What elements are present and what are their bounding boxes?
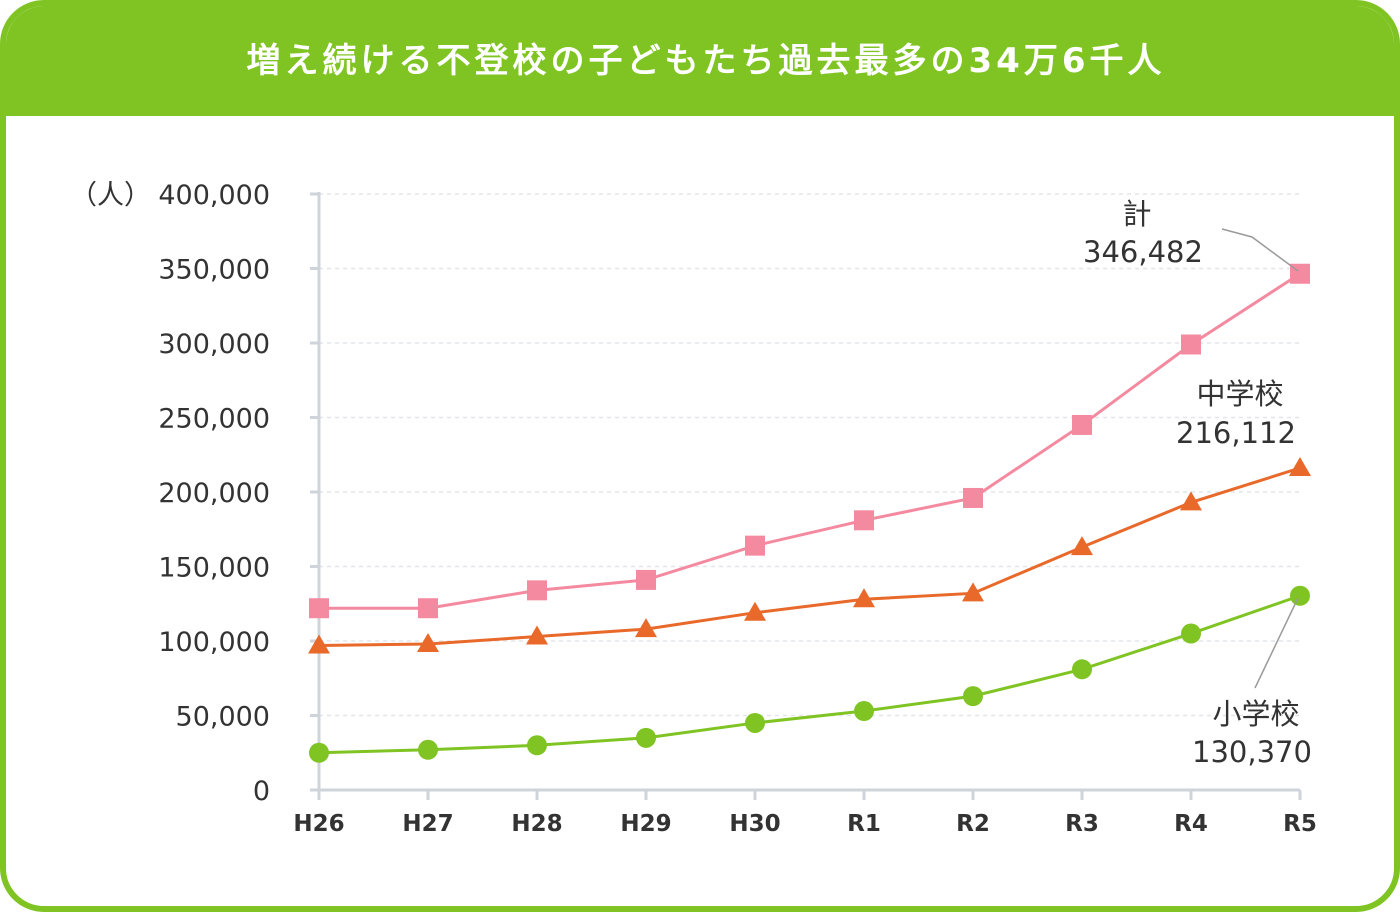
chart-title: 増え続ける不登校の子どもたち過去最多の34万6千人 [246,41,1166,81]
title-bar: 増え続ける不登校の子どもたち過去最多の34万6千人 [6,6,1394,116]
series-line-junior [318,466,1301,647]
point-total-R4 [1181,334,1201,355]
y-axis-unit-label: （人） [70,180,151,211]
point-junior-R3 [1071,536,1093,556]
leader-line-total [1221,228,1299,272]
series-line-total [319,272,1301,610]
x-tick-label-H28: H28 [511,811,562,837]
point-junior-H26 [308,634,330,654]
series-labels: 計 346,482 中学校 216,112 小学校 130,370 [1083,197,1312,769]
point-junior-H30 [744,601,766,621]
point-elementary-R2 [963,686,983,707]
point-elementary-H27 [418,739,438,760]
y-tick-label-400000: 400,000 [158,180,270,211]
leader-line-elementary [1254,597,1299,689]
point-total-H26 [309,598,329,619]
point-junior-R4 [1180,491,1202,511]
point-elementary-R3 [1072,659,1092,680]
series-label-junior-name: 中学校 [1196,377,1283,411]
series-label-junior-value: 216,112 [1176,416,1296,450]
point-junior-R1 [853,588,875,608]
point-elementary-R4 [1181,623,1201,644]
point-elementary-H26 [309,742,329,763]
y-tick-label-50000: 50,000 [176,702,270,733]
point-total-H29 [636,569,656,590]
point-total-R2 [963,487,983,508]
point-junior-H27 [417,632,439,652]
grid-lines [319,193,1300,717]
series-lines [308,263,1311,763]
x-tick-label-H26: H26 [293,811,344,837]
x-tick-label-R1: R1 [847,811,881,837]
point-total-R3 [1072,414,1092,435]
series-label-total-value: 346,482 [1083,235,1203,269]
x-tick-label-R4: R4 [1174,811,1208,837]
series-line-elementary [318,594,1301,755]
axes: （人） 0 50,000 100,000 150,000 200,000 250,000 3… [70,180,1317,837]
series-label-elementary-name: 小学校 [1212,697,1299,731]
y-tick-label-250000: 250,000 [158,404,270,435]
y-tick-label-0: 0 [253,776,270,807]
point-elementary-R1 [854,701,874,722]
y-tick-label-300000: 300,000 [158,329,270,360]
x-tick-label-R5: R5 [1283,811,1317,837]
point-elementary-R5 [1290,585,1310,606]
point-total-H28 [527,580,547,601]
point-total-R1 [854,510,874,531]
point-junior-R5 [1289,456,1311,476]
series-label-elementary-value: 130,370 [1192,735,1312,769]
point-junior-H29 [635,618,657,638]
point-elementary-H30 [745,712,765,733]
point-elementary-H28 [527,735,547,756]
x-tick-label-H30: H30 [729,811,780,837]
x-tick-label-H27: H27 [402,811,453,837]
point-junior-R2 [962,582,984,602]
y-tick-label-200000: 200,000 [158,478,270,509]
x-tick-label-R3: R3 [1065,811,1099,837]
y-tick-label-100000: 100,000 [158,627,270,658]
point-total-H30 [745,535,765,556]
y-tick-label-350000: 350,000 [158,255,270,286]
series-label-total-name: 計 [1122,197,1151,231]
point-junior-H28 [526,625,548,645]
point-total-H27 [418,598,438,619]
y-tick-label-150000: 150,000 [158,553,270,584]
x-tick-label-H29: H29 [620,811,671,837]
x-tick-label-R2: R2 [956,811,990,837]
point-elementary-H29 [636,727,656,748]
